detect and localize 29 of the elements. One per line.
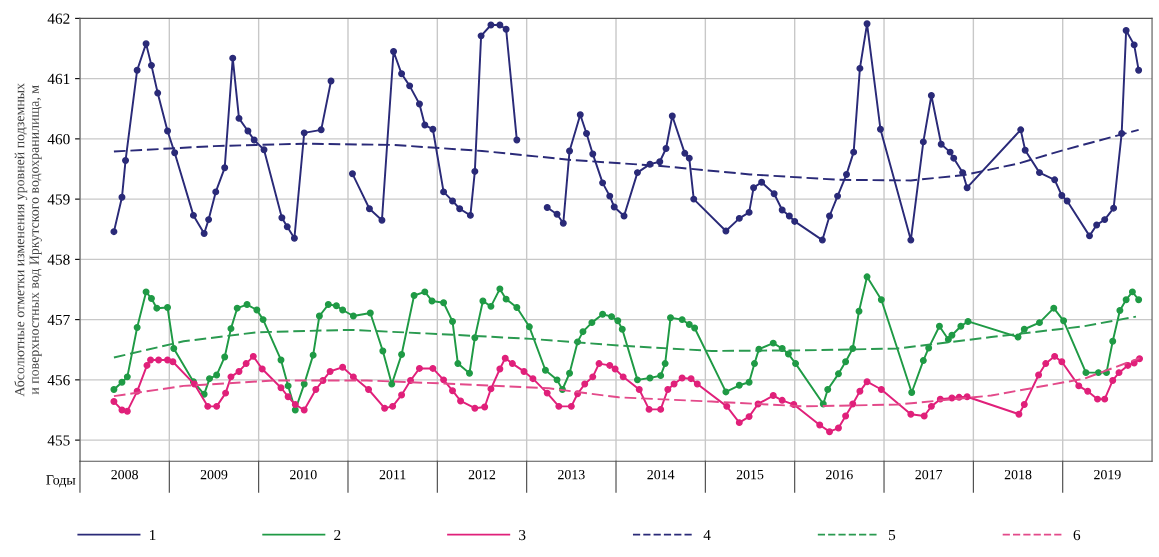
x-tick-label: 2010 [290,469,317,480]
x-tick-label: 2018 [1004,469,1032,480]
legend-label: 1 [150,529,156,540]
y-tick-label: 459 [47,194,70,205]
x-tick-label: 2014 [647,469,675,480]
x-tick-label: 2013 [558,469,585,480]
legend-label: 6 [1073,529,1081,541]
x-tick-label: 2012 [468,469,496,480]
y-tick-label: 456 [47,375,70,386]
x-tick-label: 2017 [915,469,943,480]
x-tick-label: 2008 [111,469,138,480]
legend-label: 2 [334,529,341,540]
x-tick-label: 2019 [1094,469,1121,480]
line-series [112,357,1141,408]
y-tick-label: 462 [47,13,70,24]
y-tick-label: 460 [47,134,70,145]
y-axis-title: Абсолютные отметки изменения уровней подземных и поверхностных вод Иркутского водохранилища, м [14,83,42,397]
x-axis-title: Годы [46,475,76,488]
legend-label: 4 [703,529,711,540]
x-tick-label: 2011 [379,469,406,480]
x-tick-label: 2015 [736,469,764,480]
x-tick-label: 2016 [826,469,853,480]
y-tick-label: 455 [47,435,70,446]
legend-label: 5 [889,529,896,541]
x-tick-label: 2009 [200,469,228,480]
legend-label: 3 [519,529,526,541]
y-tick-label: 458 [47,254,70,265]
y-tick-label: 457 [47,314,70,326]
y-tick-label: 461 [47,73,70,85]
